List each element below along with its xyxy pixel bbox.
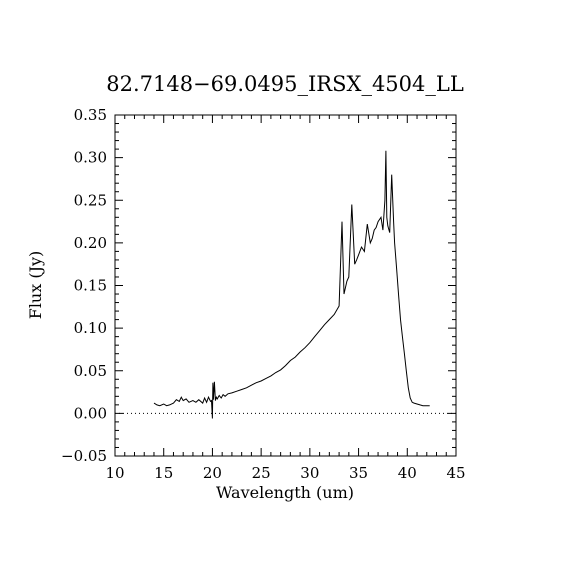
y-tick-label: −0.05 [61, 447, 107, 465]
x-tick-label: 20 [203, 464, 222, 482]
x-tick-label: 45 [446, 464, 465, 482]
y-axis-label: Flux (Jy) [26, 251, 45, 320]
y-tick-label: 0.15 [74, 277, 107, 295]
x-tick-label: 40 [398, 464, 417, 482]
y-tick-label: 0.10 [74, 319, 107, 337]
x-tick-label: 10 [105, 464, 124, 482]
y-tick-label: 0.35 [74, 106, 107, 124]
x-tick-label: 30 [300, 464, 319, 482]
x-tick-label: 35 [349, 464, 368, 482]
chart-title: 82.7148−69.0495_IRSX_4504_LL [106, 72, 464, 96]
x-axis-label: Wavelength (um) [216, 483, 354, 502]
y-tick-label: 0.25 [74, 191, 107, 209]
plot-frame [114, 114, 457, 457]
spectrum-line [153, 150, 430, 419]
y-tick-label: 0.30 [74, 149, 107, 167]
y-tick-label: 0.20 [74, 234, 107, 252]
x-tick-label: 15 [154, 464, 173, 482]
x-tick-label: 25 [252, 464, 271, 482]
y-tick-label: 0.00 [74, 404, 107, 422]
y-tick-label: 0.05 [74, 362, 107, 380]
